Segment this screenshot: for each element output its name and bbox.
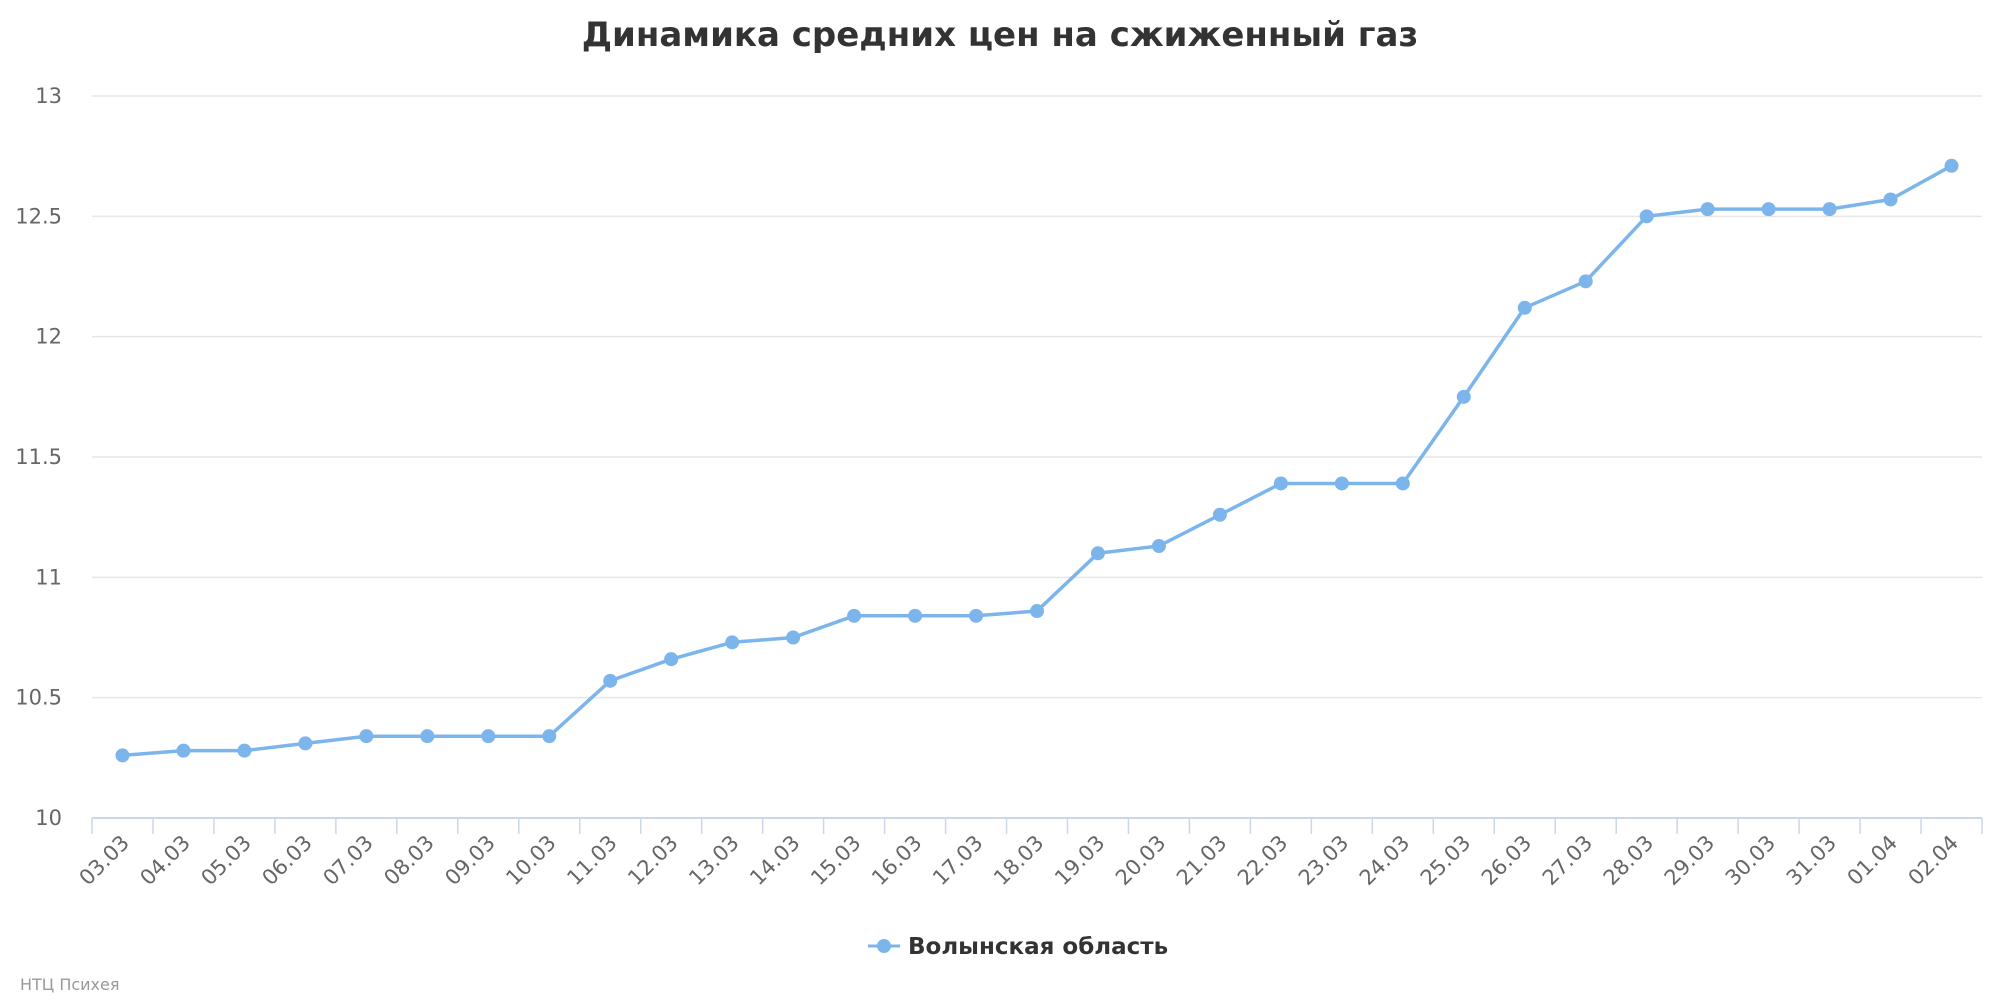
x-tick-label: 25.03 — [1416, 831, 1475, 890]
x-tick-label: 14.03 — [745, 831, 804, 890]
x-tick-label: 22.03 — [1233, 831, 1292, 890]
data-point[interactable] — [481, 729, 496, 744]
x-tick-label: 06.03 — [257, 831, 316, 890]
x-tick-label: 05.03 — [196, 831, 255, 890]
data-point[interactable] — [542, 729, 557, 744]
legend-label: Волынская область — [908, 934, 1168, 960]
x-tick-label: 12.03 — [623, 831, 682, 890]
data-point[interactable] — [1700, 202, 1715, 217]
data-point[interactable] — [603, 673, 618, 688]
x-tick-label: 16.03 — [867, 831, 926, 890]
x-tick-label: 04.03 — [136, 831, 195, 890]
data-point[interactable] — [1883, 192, 1898, 207]
x-tick-label: 03.03 — [75, 831, 134, 890]
x-tick-label: 28.03 — [1599, 831, 1658, 890]
y-tick-label: 11.5 — [15, 445, 62, 469]
y-tick-label: 13 — [35, 84, 62, 108]
gridlines — [92, 95, 1982, 699]
data-point[interactable] — [969, 608, 984, 623]
data-point[interactable] — [1151, 539, 1166, 554]
chart-title: Динамика средних цен на сжиженный газ — [582, 15, 1419, 55]
x-tick-label: 20.03 — [1111, 831, 1170, 890]
y-tick-label: 11 — [35, 565, 62, 589]
data-point[interactable] — [420, 729, 435, 744]
x-tick-label: 19.03 — [1050, 831, 1109, 890]
x-tick-label: 26.03 — [1477, 831, 1536, 890]
data-point[interactable] — [1273, 476, 1288, 491]
data-point[interactable] — [176, 743, 191, 758]
x-tick-label: 08.03 — [379, 831, 438, 890]
x-tick-label: 18.03 — [989, 831, 1048, 890]
data-point[interactable] — [908, 608, 923, 623]
y-tick-label: 10 — [35, 806, 62, 830]
x-tick-label: 30.03 — [1721, 831, 1780, 890]
x-tick-label: 17.03 — [928, 831, 987, 890]
x-axis: 03.03 04.03 05.03 06.03 07.03 08.03 09.03 10.03… — [75, 817, 1983, 890]
data-point[interactable] — [1395, 476, 1410, 491]
data-point[interactable] — [1456, 389, 1471, 404]
x-tick-label: 23.03 — [1294, 831, 1353, 890]
data-point[interactable] — [1639, 209, 1654, 224]
legend[interactable]: Волынская область — [868, 934, 1168, 960]
x-tick-label: 31.03 — [1782, 831, 1841, 890]
data-point[interactable] — [1822, 202, 1837, 217]
x-tick-label: 01.04 — [1843, 831, 1902, 890]
y-tick-label: 10.5 — [15, 686, 62, 710]
x-tick-label: 27.03 — [1538, 831, 1597, 890]
data-point[interactable] — [1334, 476, 1349, 491]
x-tick-label: 11.03 — [562, 831, 621, 890]
data-point[interactable] — [1090, 546, 1105, 561]
y-tick-label: 12.5 — [15, 204, 62, 228]
x-tick-label: 10.03 — [501, 831, 560, 890]
x-tick-label: 29.03 — [1660, 831, 1719, 890]
data-point[interactable] — [237, 743, 252, 758]
data-point[interactable] — [1030, 604, 1044, 619]
data-point[interactable] — [847, 608, 862, 623]
series-group — [115, 158, 1959, 763]
data-point[interactable] — [1761, 202, 1776, 217]
x-tick-label: 21.03 — [1172, 831, 1231, 890]
data-point[interactable] — [725, 635, 740, 650]
x-tick-label: 15.03 — [806, 831, 865, 890]
data-point[interactable] — [664, 652, 679, 667]
x-tick-label: 24.03 — [1355, 831, 1414, 890]
data-point[interactable] — [1944, 158, 1959, 173]
x-tick-label: 09.03 — [440, 831, 499, 890]
x-tick-label: 02.04 — [1904, 831, 1963, 890]
x-tick-label: 07.03 — [318, 831, 377, 890]
data-point[interactable] — [1212, 507, 1227, 522]
data-point[interactable] — [1578, 274, 1593, 289]
y-axis: 10 10.5 11 11.5 12 12.5 13 — [15, 84, 62, 830]
data-point[interactable] — [1517, 300, 1532, 315]
data-point[interactable] — [115, 748, 130, 763]
series-line — [122, 164, 1953, 758]
x-tick-label: 13.03 — [684, 831, 743, 890]
legend-marker-icon — [877, 939, 891, 953]
y-tick-label: 12 — [35, 325, 62, 349]
credits-text[interactable]: НТЦ Психея — [20, 975, 119, 994]
data-point[interactable] — [786, 630, 801, 645]
data-point[interactable] — [298, 736, 313, 751]
data-point[interactable] — [359, 729, 374, 744]
